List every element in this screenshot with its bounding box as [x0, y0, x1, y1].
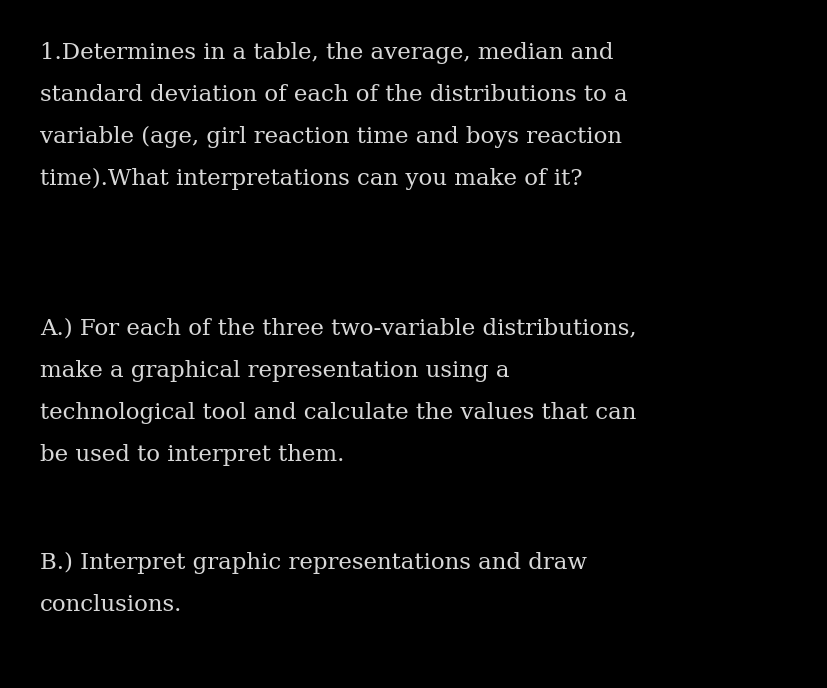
Text: time).What interpretations can you make of it?: time).What interpretations can you make …	[40, 168, 582, 190]
Text: conclusions.: conclusions.	[40, 594, 182, 616]
Text: 1.Determines in a table, the average, median and: 1.Determines in a table, the average, me…	[40, 42, 613, 64]
Text: B.) Interpret graphic representations and draw: B.) Interpret graphic representations an…	[40, 552, 586, 574]
Text: be used to interpret them.: be used to interpret them.	[40, 444, 344, 466]
Text: technological tool and calculate the values that can: technological tool and calculate the val…	[40, 402, 636, 424]
Text: variable (age, girl reaction time and boys reaction: variable (age, girl reaction time and bo…	[40, 126, 621, 148]
Text: make a graphical representation using a: make a graphical representation using a	[40, 360, 509, 382]
Text: A.) For each of the three two-variable distributions,: A.) For each of the three two-variable d…	[40, 318, 636, 340]
Text: standard deviation of each of the distributions to a: standard deviation of each of the distri…	[40, 84, 627, 106]
